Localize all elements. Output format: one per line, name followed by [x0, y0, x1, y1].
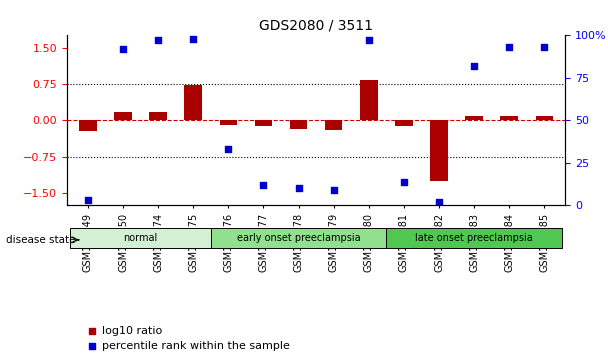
Bar	[255, 120, 272, 126]
Point	[399, 179, 409, 184]
Bar	[79, 120, 97, 131]
Point	[538, 288, 548, 294]
Point	[294, 185, 303, 191]
Bar	[219, 120, 237, 125]
Point	[364, 38, 374, 43]
Point	[539, 45, 549, 50]
Text: log10 ratio: log10 ratio	[102, 326, 162, 336]
Point	[505, 45, 514, 50]
Text: disease state: disease state	[5, 235, 75, 245]
Point	[83, 198, 93, 203]
Bar	[150, 112, 167, 120]
Point	[258, 182, 268, 188]
Bar	[465, 116, 483, 120]
Point	[469, 63, 479, 69]
Point	[153, 38, 163, 43]
Point	[224, 147, 233, 152]
Bar	[325, 120, 342, 130]
FancyBboxPatch shape	[71, 228, 211, 249]
Point	[188, 36, 198, 42]
Bar	[500, 115, 518, 120]
Bar	[360, 80, 378, 120]
Title: GDS2080 / 3511: GDS2080 / 3511	[259, 19, 373, 33]
Bar	[395, 120, 413, 126]
FancyBboxPatch shape	[211, 228, 386, 249]
Point	[434, 199, 444, 205]
Bar	[536, 115, 553, 120]
Bar	[290, 120, 308, 129]
Text: normal: normal	[123, 233, 157, 243]
Text: percentile rank within the sample: percentile rank within the sample	[102, 341, 289, 351]
Text: late onset preeclampsia: late onset preeclampsia	[415, 233, 533, 243]
Text: early onset preeclampsia: early onset preeclampsia	[237, 233, 361, 243]
Bar	[184, 85, 202, 120]
FancyBboxPatch shape	[386, 228, 562, 249]
Bar	[430, 120, 448, 181]
Point	[118, 46, 128, 52]
Point	[538, 158, 548, 164]
Point	[329, 187, 339, 193]
Bar	[114, 112, 132, 120]
